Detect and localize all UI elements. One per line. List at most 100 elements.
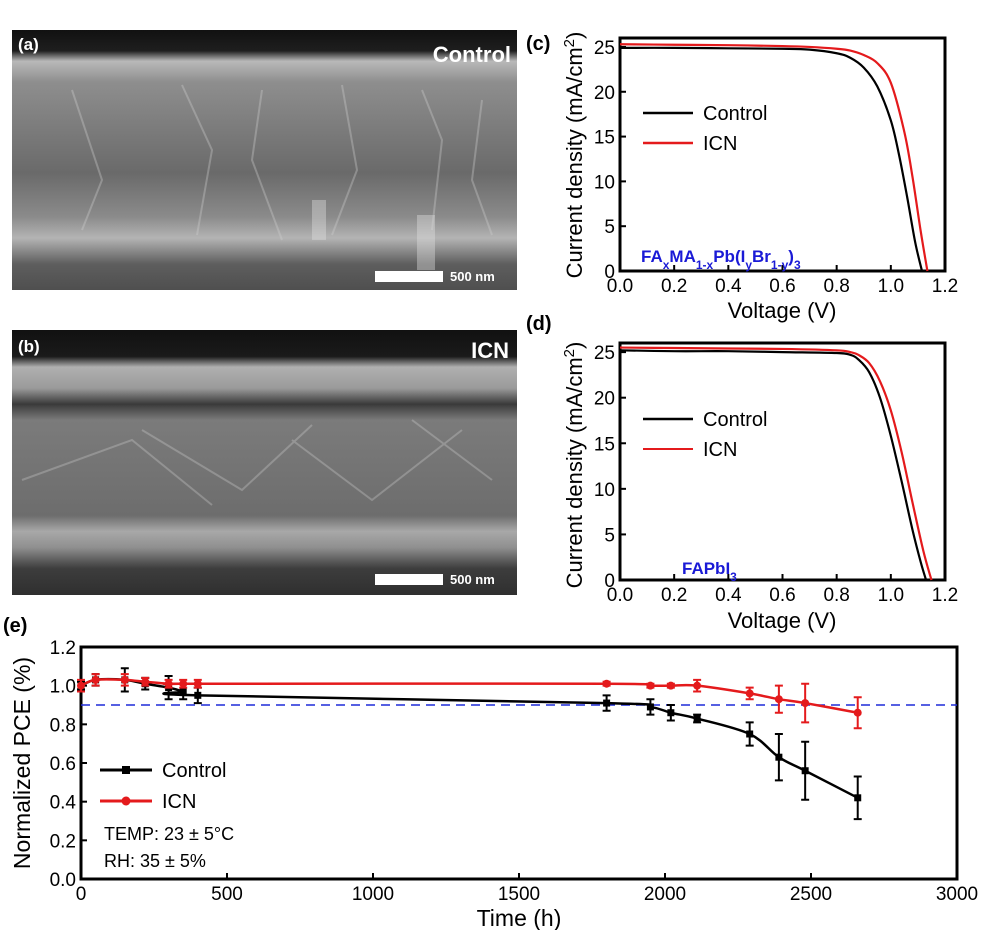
- y-tick-label: 1.2: [50, 638, 76, 659]
- y-tick-label: 0.0: [50, 870, 76, 891]
- y-tick-label: 0: [604, 571, 615, 592]
- plot-frame: [618, 36, 947, 273]
- y-tick-label: 20: [594, 389, 615, 410]
- y-tick-label: 10: [594, 172, 615, 193]
- composition-label-d: FAPbI3: [682, 559, 737, 584]
- y-tick-label: 1.0: [50, 677, 76, 698]
- legend-marker-icn: [121, 796, 131, 806]
- data-point-control: [603, 699, 611, 707]
- data-point-control: [179, 687, 187, 695]
- x-tick-label: 1.2: [932, 585, 958, 606]
- x-tick-label: 0.4: [715, 585, 742, 606]
- temperature-note: TEMP: 23 ± 5°C: [104, 824, 234, 844]
- humidity-note: RH: 35 ± 5%: [104, 851, 206, 871]
- x-tick-label: 0.6: [769, 585, 795, 606]
- x-tick-label: 1.2: [932, 276, 958, 297]
- scale-label: 500 nm: [450, 572, 495, 587]
- data-point-icn: [666, 681, 675, 690]
- x-axis-label: Voltage (V): [728, 608, 837, 633]
- x-tick-label: 2500: [790, 884, 832, 905]
- x-tick-label: 500: [211, 884, 243, 905]
- data-point-icn: [745, 689, 754, 698]
- sample-name-control: Control: [433, 42, 511, 67]
- legend-label-control: Control: [703, 103, 767, 125]
- series-line-icn: [80, 678, 858, 714]
- legend-label-icn: ICN: [703, 439, 737, 461]
- data-point-control: [667, 709, 675, 717]
- legend-label-icn: ICN: [703, 133, 737, 155]
- panel-letter-e: (e): [3, 615, 27, 637]
- y-tick-label: 15: [594, 128, 615, 149]
- x-tick-label: 0.2: [661, 585, 687, 606]
- series-line-control: [619, 46, 924, 272]
- data-point-control: [194, 691, 202, 699]
- data-point-icn: [801, 699, 810, 708]
- x-tick-label: 0.8: [823, 585, 849, 606]
- sample-name-icn: ICN: [471, 338, 509, 363]
- panel-letter-a: (a): [18, 35, 39, 54]
- y-tick-label: 5: [604, 525, 615, 546]
- legend: Control ICN: [643, 103, 767, 155]
- y-tick-label: 15: [594, 434, 615, 455]
- y-tick-label: 25: [594, 38, 615, 59]
- data-point-icn: [179, 679, 188, 688]
- x-axis-label: Time (h): [477, 905, 562, 930]
- jv-chart-d: (d) 0.0 0.2 0.4 0.6 0.8 1.0 1.2 0 5 10 15 20 25 Volt…: [526, 313, 958, 633]
- data-point-control: [854, 794, 862, 802]
- data-point-icn: [193, 679, 202, 688]
- x-tick-label: 0.0: [607, 276, 633, 297]
- x-axis-label: Voltage (V): [728, 298, 837, 323]
- data-point-icn: [774, 695, 783, 704]
- panel-letter-c: (c): [526, 33, 550, 55]
- y-tick-label: 0.2: [50, 831, 76, 852]
- x-tick-label: 0.4: [715, 276, 742, 297]
- data-point-control: [801, 767, 809, 775]
- y-tick-label: 0.4: [50, 793, 77, 814]
- y-tick-label: 0: [604, 262, 615, 283]
- composition-label-c: FAxMA1-xPb(IyBr1-y)3: [641, 247, 801, 272]
- data-point-icn: [141, 677, 150, 686]
- data-point-control: [693, 715, 701, 723]
- series-line-control: [80, 678, 859, 799]
- x-tick-label: 0: [76, 884, 87, 905]
- data-point-icn: [646, 681, 655, 690]
- y-tick-label: 0.8: [50, 715, 76, 736]
- sem-texture-icn: [12, 330, 517, 595]
- data-point-control: [746, 730, 754, 738]
- x-tick-label: 2000: [644, 884, 686, 905]
- sem-texture-control: [12, 30, 517, 290]
- legend: Control ICN: [100, 760, 226, 813]
- stability-chart-e: (e) 0 500 1000 1500 2000 2500 3000 0.0 0.2 0.4 0.6…: [3, 615, 978, 930]
- series-line-icn: [619, 346, 933, 581]
- y-tick-label: 25: [594, 343, 615, 364]
- data-point-icn: [77, 681, 85, 690]
- y-tick-label: 5: [604, 217, 615, 238]
- sem-image-icn: 500 nm (b) ICN: [12, 330, 517, 595]
- x-tick-label: 1500: [498, 884, 540, 905]
- y-tick-label: 0.6: [50, 754, 76, 775]
- data-point-icn: [853, 708, 862, 717]
- legend-label-control: Control: [162, 760, 226, 782]
- data-point-icn: [602, 679, 611, 688]
- jv-chart-c: (c) 0.0 0.2 0.4 0.6 0.8 1.0 1.2 0 5 10 15 20 25 Volt…: [526, 32, 958, 323]
- legend: Control ICN: [643, 409, 767, 461]
- x-tick-label: 3000: [936, 884, 978, 905]
- scale-bar: [375, 271, 443, 282]
- panel-letter-b: (b): [18, 337, 40, 356]
- sem-image-control: 500 nm (a) Control: [12, 30, 517, 290]
- y-axis-label: Current density (mA/cm2): [561, 342, 588, 589]
- x-tick-label: 0.2: [661, 276, 687, 297]
- y-axis-label: Current density (mA/cm2): [561, 32, 588, 279]
- series-line-control: [619, 349, 928, 581]
- x-tick-label: 0.6: [769, 276, 795, 297]
- legend-label-icn: ICN: [162, 791, 196, 813]
- scale-label: 500 nm: [450, 269, 495, 284]
- y-axis-label: Normalized PCE (%): [9, 657, 35, 869]
- data-point-control: [775, 753, 783, 761]
- sem-overlay-control: 500 nm (a) Control: [18, 35, 511, 284]
- x-tick-label: 1.0: [878, 276, 904, 297]
- y-tick-label: 20: [594, 83, 615, 104]
- x-tick-label: 0.0: [607, 585, 633, 606]
- series-line-icn: [619, 43, 929, 272]
